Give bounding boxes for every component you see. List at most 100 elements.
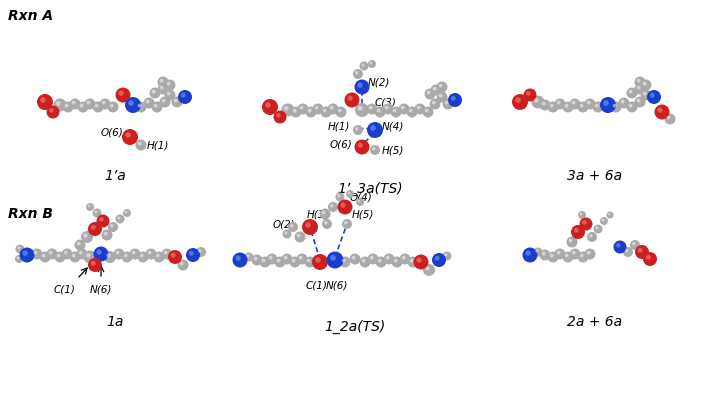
Circle shape: [638, 248, 643, 253]
Circle shape: [556, 100, 561, 105]
Circle shape: [539, 249, 551, 261]
Circle shape: [399, 254, 411, 264]
Circle shape: [80, 104, 83, 108]
Circle shape: [613, 104, 617, 108]
Circle shape: [587, 232, 597, 242]
Circle shape: [291, 106, 301, 118]
Circle shape: [353, 69, 363, 79]
Circle shape: [366, 103, 378, 115]
Circle shape: [40, 97, 46, 103]
Circle shape: [94, 210, 98, 214]
Circle shape: [344, 221, 348, 224]
Circle shape: [245, 253, 254, 261]
Circle shape: [283, 229, 291, 239]
Circle shape: [634, 76, 645, 88]
Circle shape: [344, 93, 359, 108]
Circle shape: [330, 255, 336, 261]
Circle shape: [167, 92, 170, 95]
Circle shape: [146, 100, 150, 103]
Circle shape: [71, 254, 76, 258]
Circle shape: [370, 256, 373, 259]
Circle shape: [444, 253, 448, 256]
Circle shape: [580, 218, 592, 231]
Circle shape: [327, 251, 344, 269]
Circle shape: [15, 255, 23, 263]
Circle shape: [358, 143, 363, 148]
Circle shape: [425, 109, 428, 113]
Circle shape: [49, 108, 54, 113]
Circle shape: [358, 106, 363, 111]
Text: C(3): C(3): [375, 97, 397, 107]
Circle shape: [625, 249, 629, 253]
Circle shape: [165, 80, 175, 90]
Circle shape: [534, 248, 542, 256]
Circle shape: [432, 253, 446, 267]
Circle shape: [547, 251, 559, 262]
Circle shape: [76, 242, 81, 246]
Circle shape: [100, 98, 110, 110]
Circle shape: [547, 101, 559, 113]
Circle shape: [295, 231, 305, 243]
Circle shape: [571, 225, 585, 239]
Circle shape: [322, 109, 327, 113]
Circle shape: [630, 240, 640, 250]
Circle shape: [623, 247, 633, 257]
Circle shape: [535, 249, 539, 252]
Circle shape: [274, 111, 286, 123]
Circle shape: [88, 222, 102, 236]
Circle shape: [308, 109, 312, 113]
Circle shape: [368, 254, 378, 264]
Circle shape: [140, 254, 144, 258]
Text: 3a + 6a: 3a + 6a: [568, 169, 623, 183]
Circle shape: [600, 217, 608, 225]
Circle shape: [259, 256, 271, 267]
Circle shape: [563, 251, 573, 262]
Circle shape: [296, 254, 308, 264]
Circle shape: [522, 248, 537, 262]
Circle shape: [276, 113, 281, 118]
Circle shape: [86, 203, 94, 211]
Circle shape: [427, 91, 431, 95]
Circle shape: [593, 224, 602, 234]
Circle shape: [641, 80, 651, 90]
Circle shape: [359, 61, 368, 70]
Circle shape: [523, 88, 537, 101]
Circle shape: [526, 91, 531, 95]
Circle shape: [162, 99, 165, 103]
Circle shape: [298, 256, 303, 259]
Circle shape: [634, 96, 645, 108]
Circle shape: [572, 251, 575, 254]
Circle shape: [407, 106, 418, 118]
Circle shape: [439, 84, 443, 88]
Circle shape: [436, 81, 448, 93]
Text: O(6): O(6): [329, 139, 352, 149]
Circle shape: [578, 251, 588, 262]
Circle shape: [160, 79, 163, 83]
Circle shape: [392, 256, 402, 267]
Circle shape: [451, 96, 456, 100]
Circle shape: [122, 251, 132, 262]
Circle shape: [114, 249, 124, 259]
Circle shape: [385, 106, 389, 110]
Circle shape: [47, 249, 57, 259]
Circle shape: [595, 104, 599, 108]
Circle shape: [515, 97, 521, 103]
Circle shape: [320, 106, 332, 118]
Circle shape: [354, 80, 370, 95]
Circle shape: [289, 256, 300, 267]
Circle shape: [65, 104, 69, 108]
Circle shape: [96, 214, 110, 228]
Circle shape: [252, 254, 262, 266]
Circle shape: [78, 251, 83, 254]
Circle shape: [107, 101, 119, 113]
Circle shape: [124, 254, 127, 258]
Circle shape: [414, 103, 426, 115]
Circle shape: [339, 256, 351, 267]
Circle shape: [106, 254, 110, 258]
Circle shape: [342, 219, 352, 229]
Circle shape: [144, 98, 155, 108]
Circle shape: [348, 95, 353, 101]
Circle shape: [399, 103, 409, 115]
Circle shape: [17, 246, 21, 249]
Circle shape: [196, 247, 206, 257]
